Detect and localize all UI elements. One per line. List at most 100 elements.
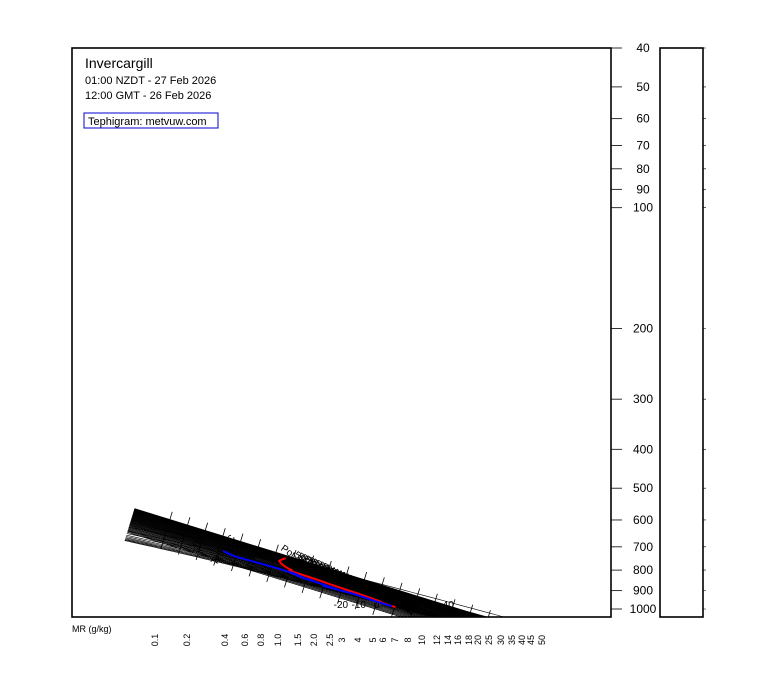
bottom-temp-label: 20 bbox=[407, 600, 419, 611]
mixing-ratio-line bbox=[374, 591, 417, 614]
dry-adiabat-line bbox=[132, 513, 468, 617]
dry-adiabat-line bbox=[128, 527, 420, 617]
mixing-ratio-line bbox=[367, 589, 408, 612]
mixing-ratio-value: 6 bbox=[378, 637, 388, 642]
dry-adiabat-line bbox=[132, 514, 466, 617]
dry-adiabat-line bbox=[132, 514, 463, 617]
pressure-label: 50 bbox=[636, 80, 650, 94]
mixing-ratio-line bbox=[385, 593, 430, 617]
pressure-label: 100 bbox=[633, 201, 653, 215]
isobar-line bbox=[125, 537, 446, 617]
mixing-ratio-value: 0.8 bbox=[256, 634, 266, 647]
bottom-temp-label: -10 bbox=[352, 600, 367, 611]
mixing-ratio-line bbox=[393, 596, 436, 617]
bottom-temp-label: -20 bbox=[334, 600, 349, 611]
isobar-line bbox=[130, 522, 504, 617]
mixing-ratio-line bbox=[363, 588, 403, 610]
dry-adiabat-line bbox=[131, 516, 456, 617]
mixing-ratio-value: 14 bbox=[443, 635, 453, 645]
sounding-profiles bbox=[222, 550, 396, 609]
source-link[interactable]: Tephigram: metvuw.com bbox=[88, 116, 207, 128]
mixing-ratio-value: 40 bbox=[517, 635, 527, 645]
dry-adiabat-line bbox=[134, 508, 487, 617]
mixing-ratio-value: 1.0 bbox=[273, 634, 283, 647]
pressure-label: 1000 bbox=[630, 602, 657, 616]
mixing-ratio-value: 7 bbox=[390, 637, 400, 642]
bottom-temp-label: 10 bbox=[389, 600, 401, 611]
isobar-line bbox=[128, 526, 489, 617]
dry-adiabat-line bbox=[131, 517, 453, 617]
dewpoint-profile bbox=[222, 550, 393, 608]
dry-adiabat-line bbox=[127, 529, 410, 617]
pressure-label: 400 bbox=[633, 442, 653, 456]
isobar-line bbox=[125, 538, 443, 617]
source-link-box[interactable] bbox=[83, 112, 219, 129]
mixing-ratio-value: 1.5 bbox=[293, 634, 303, 647]
pressure-label: 900 bbox=[633, 584, 653, 598]
mixing-ratio-value: 10 bbox=[417, 635, 427, 645]
mixing-ratio-value: 0.2 bbox=[182, 634, 192, 647]
mixing-ratio-value: 2.0 bbox=[309, 634, 319, 647]
bottom-temp-label: 30 bbox=[425, 600, 437, 611]
mixing-ratio-value: 18 bbox=[464, 635, 474, 645]
pressure-label: 300 bbox=[633, 392, 653, 406]
dry-adiabat-line bbox=[129, 525, 425, 617]
mixing-ratio-line bbox=[371, 590, 413, 613]
pressure-label: 600 bbox=[633, 513, 653, 527]
mixing-ratio-value: 8 bbox=[403, 637, 413, 642]
mixing-ratio-value: 2.5 bbox=[325, 634, 335, 647]
mixing-ratio-line bbox=[399, 597, 439, 617]
pressure-label: 200 bbox=[633, 322, 653, 336]
pressure-label: 60 bbox=[636, 112, 650, 126]
mixing-ratio-axis-label: MR (g/kg) bbox=[72, 624, 112, 634]
isotherm-line bbox=[468, 604, 474, 617]
pressure-label: 700 bbox=[633, 540, 653, 554]
mixing-ratio-value: 0.6 bbox=[240, 634, 250, 647]
station-title: Invercargill bbox=[85, 55, 153, 71]
mixing-ratio-line bbox=[377, 591, 420, 615]
bottom-temp-label: 0 bbox=[374, 600, 380, 611]
mixing-ratio-value: 5 bbox=[368, 637, 378, 642]
mixing-ratio-value: 20 bbox=[473, 635, 483, 645]
mixing-ratio-value: 16 bbox=[453, 635, 463, 645]
mixing-ratio-value: 4 bbox=[353, 637, 363, 642]
pressure-label: 90 bbox=[636, 182, 650, 196]
dry-adiabat-line bbox=[133, 511, 475, 617]
local-time: 01:00 NZDT - 27 Feb 2026 bbox=[85, 75, 216, 87]
dry-adiabat-line bbox=[133, 511, 474, 617]
mixing-ratio-line bbox=[402, 598, 441, 617]
pressure-label: 80 bbox=[636, 162, 650, 176]
dry-adiabat-line bbox=[131, 516, 458, 617]
utc-time: 12:00 GMT - 26 Feb 2026 bbox=[85, 90, 211, 102]
mixing-ratio-value: 0.4 bbox=[220, 634, 230, 647]
bottom-temp-label: 40 bbox=[443, 600, 455, 611]
mixing-ratio-value: 45 bbox=[526, 635, 536, 645]
plot-frame bbox=[71, 47, 612, 618]
mixing-ratio-value: 12 bbox=[432, 635, 442, 645]
pressure-label: 40 bbox=[636, 41, 650, 55]
pressure-label: 70 bbox=[636, 139, 650, 153]
mixing-ratio-value: 3 bbox=[337, 637, 347, 642]
mixing-ratio-value: 0.1 bbox=[150, 634, 160, 647]
wind-panel bbox=[659, 47, 704, 618]
mixing-ratio-line bbox=[301, 572, 329, 591]
dry-adiabat-line bbox=[127, 531, 403, 617]
dry-adiabat-line bbox=[133, 512, 471, 617]
pressure-label: 500 bbox=[633, 481, 653, 495]
isobar-line bbox=[127, 530, 473, 617]
mixing-ratio-line bbox=[389, 595, 434, 617]
isobar-line bbox=[124, 540, 434, 617]
mixing-ratio-value: 50 bbox=[537, 635, 547, 645]
mixing-ratio-value: 35 bbox=[507, 635, 517, 645]
mixing-ratio-line bbox=[396, 596, 438, 617]
dry-adiabat-line bbox=[127, 530, 407, 617]
pressure-label: 800 bbox=[633, 563, 653, 577]
mixing-ratio-value: 30 bbox=[496, 635, 506, 645]
dry-adiabat-line bbox=[128, 528, 414, 617]
mixing-ratio-axis: 0.1 0.2 0.4 0.6 0.8 1.0 1.5 2.0 2.5 3 4 5 6 7 8 10 12 14 1… bbox=[150, 634, 547, 647]
mixing-ratio-value: 25 bbox=[484, 635, 494, 645]
header-backdrop bbox=[80, 52, 230, 102]
isotherm-line bbox=[449, 599, 456, 617]
dry-adiabat-line bbox=[131, 518, 449, 617]
